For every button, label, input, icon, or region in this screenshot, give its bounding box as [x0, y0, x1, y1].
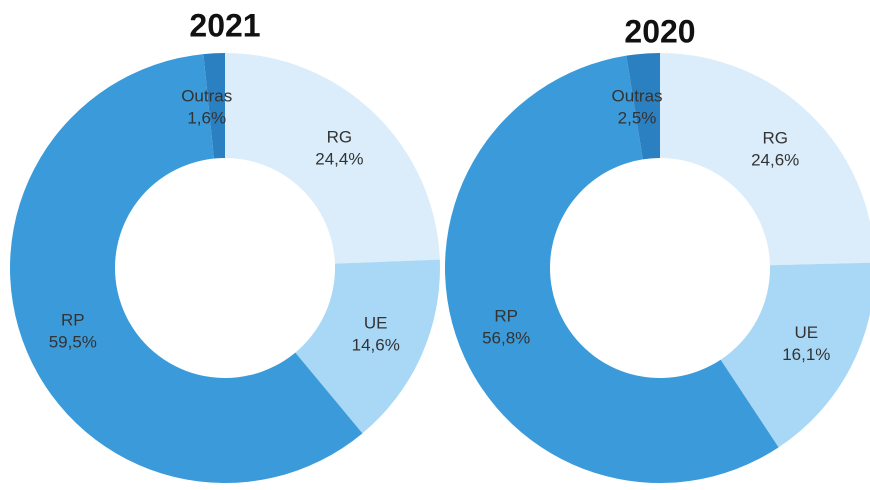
- chart-title: 2021: [189, 7, 260, 43]
- slice-value-label: 56,8%: [482, 328, 530, 347]
- slice-label: RP: [494, 306, 518, 325]
- slice-value-label: 24,6%: [751, 150, 799, 169]
- slice-label: Outras: [181, 86, 232, 105]
- slice-value-label: 24,4%: [315, 150, 363, 169]
- chart-title: 2020: [624, 13, 695, 49]
- slice-label: RG: [762, 128, 788, 147]
- slice-label: Outras: [612, 86, 663, 105]
- donut-slice: [445, 55, 779, 484]
- slice-label: RG: [327, 128, 353, 147]
- donut-slice: [626, 53, 660, 160]
- slice-value-label: 14,6%: [352, 336, 400, 355]
- donut-slice: [660, 53, 870, 266]
- donut-slice: [203, 53, 225, 159]
- donut-slice: [295, 259, 440, 434]
- donut-slice: [225, 53, 440, 264]
- slice-value-label: 2,5%: [618, 108, 657, 127]
- slice-label: UE: [794, 323, 818, 342]
- donut-slice: [10, 54, 363, 483]
- slice-label: RP: [61, 310, 85, 329]
- slice-label: UE: [364, 314, 388, 333]
- slice-value-label: 59,5%: [49, 332, 97, 351]
- slice-value-label: 1,6%: [187, 108, 226, 127]
- slice-value-label: 16,1%: [782, 345, 830, 364]
- donut-slice: [720, 262, 870, 448]
